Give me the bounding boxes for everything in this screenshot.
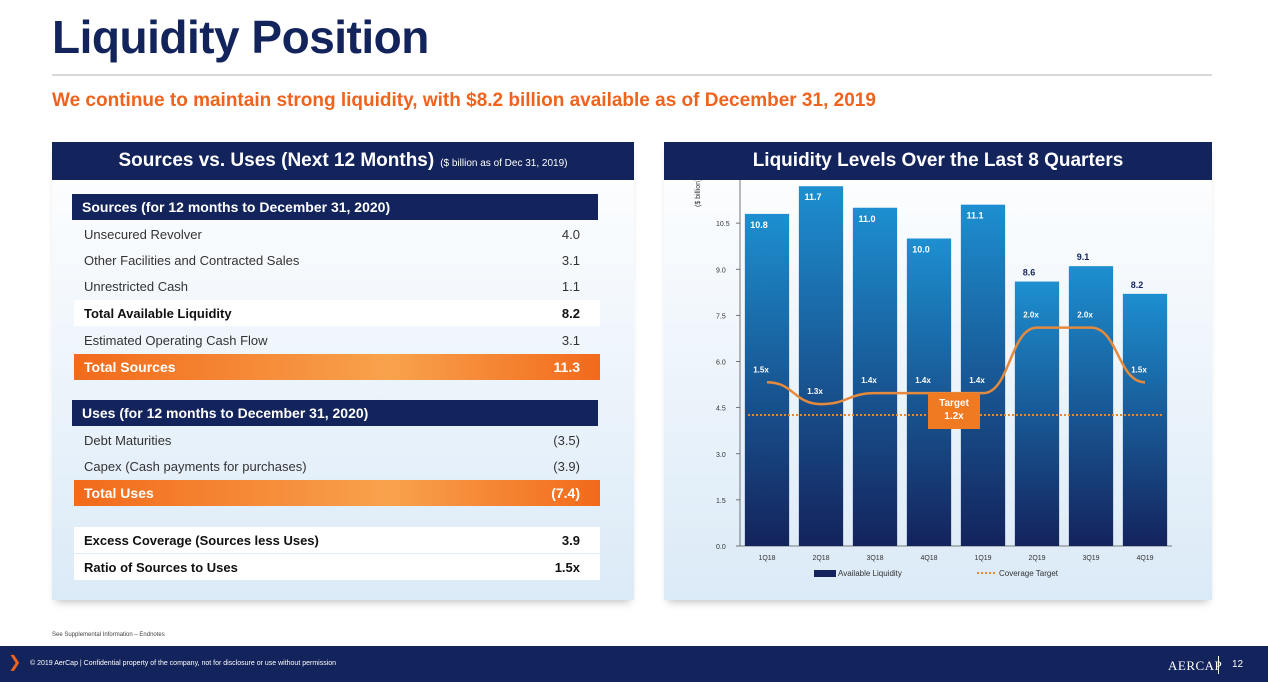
bar-value-label: 8.2 [1131,280,1144,290]
table-row: Unrestricted Cash 1.1 [74,273,600,299]
x-tick-label: 3Q18 [866,555,883,562]
excess-coverage-row: Excess Coverage (Sources less Uses) 3.9 [74,527,600,553]
x-tick-label: 3Q19 [1082,555,1099,562]
target-callout-value: 1.2x [944,411,964,422]
row-label: Total Sources [84,359,176,375]
total-uses-row: Total Uses (7.4) [74,480,600,506]
ratio-label: 1.5x [753,365,769,374]
bar-value-label: 10.0 [912,245,930,255]
ratio-label: 1.4x [969,376,985,385]
table-row: Unsecured Revolver 4.0 [74,221,600,247]
row-value: 4.0 [561,226,580,242]
ratio-label: 1.4x [915,376,931,385]
row-value: 1.5x [554,559,580,575]
target-callout-label: Target [939,398,969,409]
table-row: Capex (Cash payments for purchases) (3.9… [74,453,600,479]
liquidity-chart-panel: Liquidity Levels Over the Last 8 Quarter… [664,142,1212,600]
row-label: Other Facilities and Contracted Sales [84,252,300,268]
row-value: (7.4) [551,485,580,501]
bar-1Q19 [960,204,1006,547]
page-number: 12 [1232,659,1244,670]
row-value: 3.1 [561,252,580,268]
bar-value-label: 11.7 [804,192,821,202]
footnote: See Supplemental Information – Endnotes [52,632,165,638]
row-value: 11.3 [553,359,580,375]
y-axis-label: ($ billion) [695,180,702,207]
ratio-label: 2.0x [1077,311,1093,320]
legend-swatch-available-liquidity [814,570,836,577]
row-label: Total Available Liquidity [84,305,232,321]
row-label: Unsecured Revolver [84,226,202,242]
footer-text: © 2019 AerCap | Confidential property of… [30,660,337,667]
bar-4Q19 [1122,293,1168,546]
bar-3Q19 [1068,266,1114,546]
table-row: Other Facilities and Contracted Sales 3.… [74,247,600,273]
x-tick-label: 4Q19 [1136,555,1153,562]
x-tick-label: 1Q19 [974,555,991,562]
sources-uses-header: Sources vs. Uses (Next 12 Months) ($ bil… [52,142,634,180]
row-value: (3.9) [553,458,580,474]
x-tick-label: 1Q18 [758,555,775,562]
target-callout-box [928,393,980,430]
bar-2Q18 [798,186,844,546]
legend-label: Available Liquidity [838,569,902,578]
ratio-label: 2.0x [1023,311,1039,320]
page-title: Liquidity Position [52,11,429,63]
total-sources-row: Total Sources 11.3 [74,354,600,380]
table-row: Estimated Operating Cash Flow 3.1 [74,327,600,353]
total-available-liquidity-row: Total Available Liquidity 8.2 [74,300,600,326]
sources-uses-panel: Sources vs. Uses (Next 12 Months) ($ bil… [52,142,634,600]
x-tick-label: 2Q18 [812,555,829,562]
row-label: Estimated Operating Cash Flow [84,332,268,348]
y-tick-label: 6.0 [716,360,726,367]
row-value: 3.9 [561,532,580,548]
row-label: Capex (Cash payments for purchases) [84,458,307,474]
y-tick-label: 1.5 [716,498,726,505]
ratio-row: Ratio of Sources to Uses 1.5x [74,554,600,580]
bar-value-label: 11.0 [858,214,875,224]
ratio-label: 1.5x [1131,365,1147,374]
table-row: Debt Maturities (3.5) [74,427,600,453]
liquidity-chart-header: Liquidity Levels Over the Last 8 Quarter… [664,142,1212,180]
title-divider [52,74,1212,76]
y-tick-label: 7.5 [716,313,726,320]
row-label: Total Uses [84,485,154,501]
y-tick-label: 0.0 [716,544,726,551]
ratio-label: 1.4x [861,376,877,385]
logo-divider [1218,656,1219,674]
x-tick-label: 4Q18 [920,555,937,562]
legend-label: Coverage Target [999,569,1059,578]
bar-value-label: 11.1 [966,211,983,221]
bar-value-label: 8.6 [1023,268,1036,278]
y-tick-label: 3.0 [716,452,726,459]
row-value: (3.5) [553,432,580,448]
row-label: Unrestricted Cash [84,278,189,294]
bar-3Q18 [852,207,898,546]
row-label: Excess Coverage (Sources less Uses) [84,532,319,548]
page-subtitle: We continue to maintain strong liquidity… [52,90,876,111]
sources-section-header: Sources (for 12 months to December 31, 2… [72,194,598,220]
y-tick-label: 9.0 [716,267,726,274]
row-value: 8.2 [561,305,580,321]
sources-uses-title: Sources vs. Uses (Next 12 Months) [118,150,435,171]
sources-uses-note: ($ billion as of Dec 31, 2019) [440,157,568,169]
liquidity-chart: 0.0 1.5 3.0 4.5 6.0 7.5 9.0 10.5 12.0 ($ billion)… [695,180,1172,578]
x-tick-label: 2Q19 [1028,555,1045,562]
footer-bar: ❯ © 2019 AerCap | Confidential property … [0,646,1268,682]
row-value: 3.1 [561,332,580,348]
bar-value-label: 10.8 [750,220,768,230]
uses-section-header: Uses (for 12 months to December 31, 2020… [72,400,598,426]
chevron-right-icon: ❯ [8,654,22,671]
row-label: Ratio of Sources to Uses [84,559,238,575]
bar-1Q18 [744,213,790,546]
aercap-logo: AERCAP [1168,658,1223,673]
y-tick-label: 12.0 [716,180,730,182]
ratio-label: 1.3x [807,387,823,396]
y-tick-label: 10.5 [716,221,730,228]
row-value: 1.1 [561,278,580,294]
row-label: Debt Maturities [84,432,172,448]
y-tick-label: 4.5 [716,406,726,413]
bar-2Q19 [1014,281,1060,546]
bar-value-label: 9.1 [1077,252,1090,262]
